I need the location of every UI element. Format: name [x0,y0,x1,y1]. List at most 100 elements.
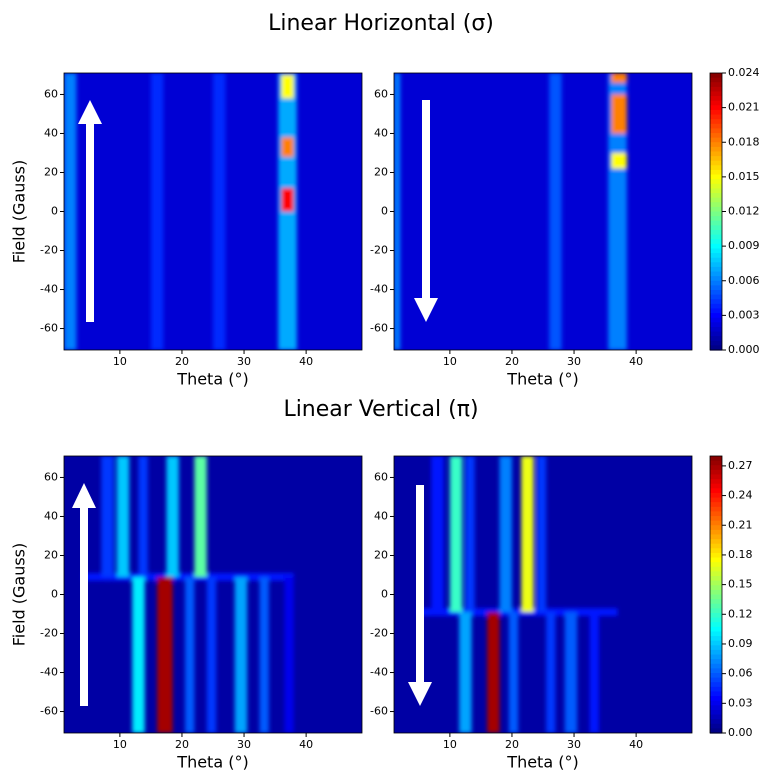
colorbar-cell [710,206,722,213]
y-tick-label: -40 [370,666,388,679]
colorbar-cell [710,82,722,88]
colorbar-cell [710,179,722,185]
colorbar-cell [710,86,722,93]
heatmap-stripe [281,188,294,212]
colorbar-cell [710,479,722,485]
plot-frame [393,72,693,351]
plot-frame [63,455,363,734]
colorbar-cell [710,336,722,342]
arrow-head [78,100,102,124]
colorbar-cell [710,229,722,236]
colorbar-cell [710,552,722,559]
x-tick-label: 30 [237,738,251,751]
colorbar-cell [710,193,722,199]
y-tick-label: 40 [374,126,388,139]
y-axis-label: Field (Gauss) [10,543,29,647]
colorbar-cell [710,548,722,554]
heatmap-stripe [608,73,627,350]
x-tick-label: 20 [505,355,519,368]
colorbar-cell [710,566,722,573]
heatmap-stripe [101,456,114,577]
colorbar-cell [710,169,722,176]
heatmap-stripe [206,576,217,733]
heatmap-stripe [281,74,294,99]
heatmap-stripe [234,576,248,733]
colorbar-cell [710,714,722,720]
colorbar-tick-label: 0.12 [728,607,753,620]
colorbar-cell [710,160,722,166]
y-tick-label: -20 [370,244,388,257]
colorbar-cell [710,123,722,129]
heatmap-stripe [536,456,547,613]
y-tick-label: -40 [40,666,58,679]
colorbar-cell [710,188,722,194]
colorbar-frame [709,455,723,734]
colorbar-cell [710,151,722,157]
x-tick-label: 30 [237,355,251,368]
colorbar-cell [710,317,722,323]
colorbar-tick-label: 0.15 [728,578,753,591]
colorbar-cell [710,345,722,351]
heatmap-stripe [459,612,472,733]
colorbar-cell [710,280,722,286]
y-axis-label: Field (Gauss) [10,160,29,264]
colorbar-cell [710,617,722,623]
heatmap-stripe [546,612,556,733]
heatmap-stripe [185,576,195,733]
plot-area [394,73,692,350]
plot-frame [63,72,363,351]
heatmap-stripe [166,456,179,577]
colorbar-tick-label: 0.006 [728,274,760,287]
colorbar-tick-label: 0.003 [728,308,760,321]
x-tick-label: 30 [567,738,581,751]
colorbar-cell [710,216,722,222]
colorbar-cell [710,562,722,568]
colorbar-tick-label: 0.18 [728,548,753,561]
x-tick-label: 10 [113,355,127,368]
colorbar: 0.00 0.03 0.06 0.09 0.12 0.15 0.18 0.21 0.24 0.27 [709,455,753,739]
heatmap-stripe [549,73,562,350]
colorbar-cell [710,728,722,734]
colorbar-cell [710,197,722,203]
heatmap-stripe [589,612,599,733]
colorbar-cell [710,525,722,531]
colorbar-cell [710,299,722,305]
y-tick-label: 0 [381,205,388,218]
plot-area [64,73,362,350]
colorbar-tick-label: 0.06 [728,667,753,680]
colorbar-cell [710,520,722,526]
colorbar-cell [710,511,722,517]
y-tick-label: -20 [370,627,388,640]
colorbar-cell [710,146,722,153]
x-axis-label: Theta (°) [176,370,248,389]
colorbar-tick-label: 0.015 [728,170,760,183]
y-tick-label: -40 [40,283,58,296]
colorbar-cell [710,677,722,683]
colorbar-cell [710,243,722,250]
colorbar-cell [710,594,722,600]
colorbar-tick-label: 0.00 [728,726,753,739]
colorbar-cell [710,571,722,577]
colorbar-cell [710,465,722,471]
heatmap-stripe [116,456,130,577]
heatmap-stripes [82,456,294,733]
colorbar-cell [710,612,722,619]
colorbar-cell [710,174,722,180]
heatmap-stripe [521,456,534,613]
colorbar-cell [710,289,722,296]
colorbar-cell [710,326,722,333]
x-tick-label: 40 [629,738,643,751]
colorbar-cell [710,557,722,563]
y-tick-label: 60 [374,87,388,100]
colorbar-tick-label: 0.009 [728,239,760,252]
colorbar-cell [710,91,722,97]
colorbar-tick-label: 0.03 [728,696,753,709]
colorbar-cell [710,202,722,208]
colorbar-cell [710,723,722,729]
colorbar-cell [710,105,722,111]
x-tick-label: 10 [443,355,457,368]
heatmap-stripes [64,73,297,350]
heatmap-stripe [611,152,627,169]
heatmap-stripe [487,612,500,733]
